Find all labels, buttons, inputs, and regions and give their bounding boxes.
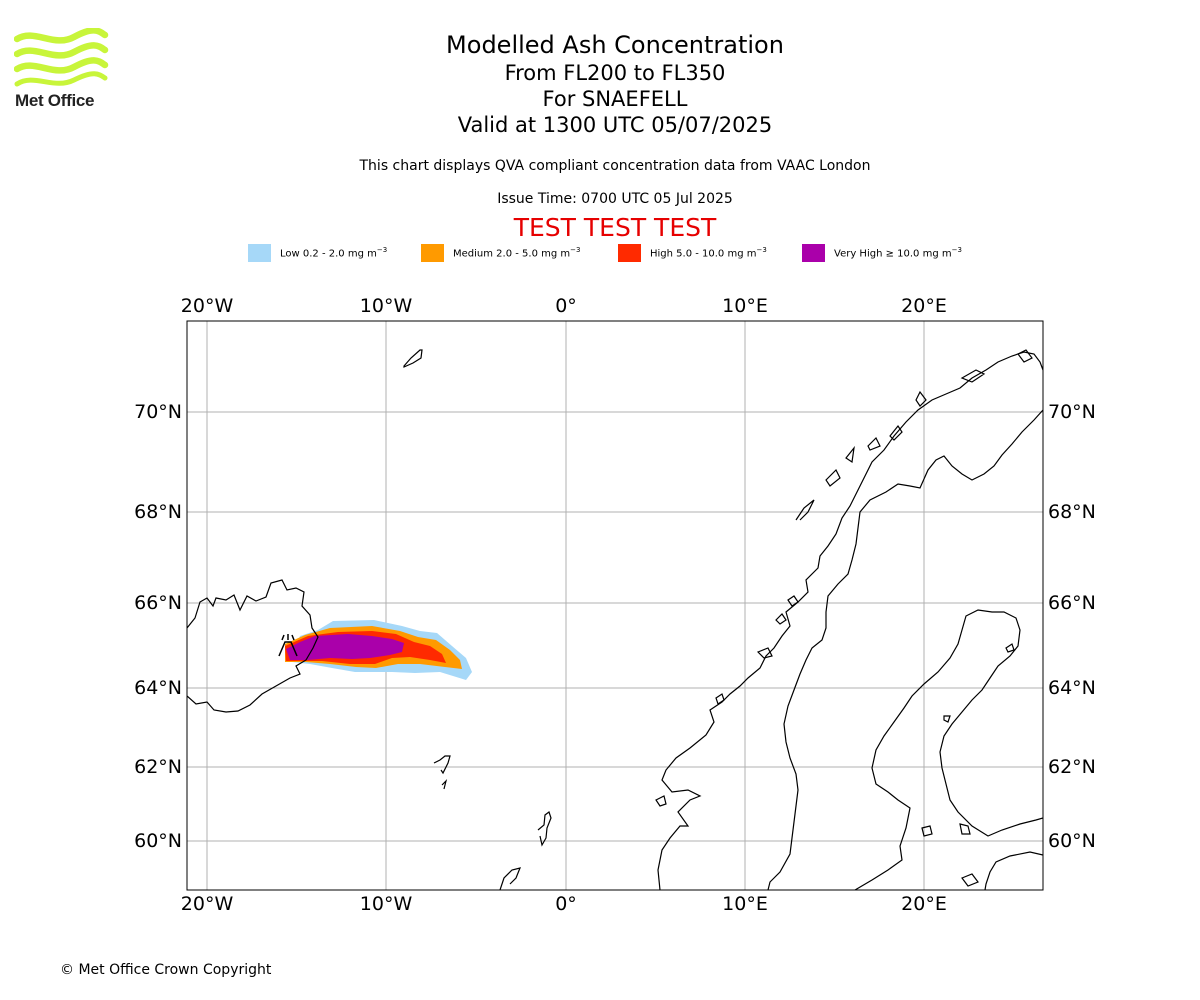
lat-label-left-68n: 68°N <box>134 501 182 523</box>
met-office-logo <box>14 28 109 87</box>
lon-label-top-20e: 20°E <box>901 295 947 317</box>
lon-label-bottom-20w: 20°W <box>181 893 234 915</box>
legend-swatch-medium <box>421 244 444 262</box>
volcano-name: For SNAEFELL <box>542 87 688 111</box>
coastline-baltic-south <box>984 851 1043 890</box>
valid-time: Valid at 1300 UTC 05/07/2025 <box>457 113 773 137</box>
issue-time: Issue Time: 0700 UTC 05 Jul 2025 <box>497 191 733 207</box>
coastline-shetland <box>537 811 552 847</box>
lon-label-top-20w: 20°W <box>181 295 234 317</box>
legend-swatch-low <box>248 244 271 262</box>
coastline-scandinavia-inland <box>767 409 1043 890</box>
coastline-norway-islands <box>655 349 1033 887</box>
lat-label-right-64n: 64°N <box>1048 677 1096 699</box>
lon-labels-bottom: 20°W 10°W 0° 10°E 20°E <box>181 893 947 915</box>
legend-swatch-very-high <box>802 244 825 262</box>
lon-labels-top: 20°W 10°W 0° 10°E 20°E <box>181 295 947 317</box>
legend-label-low: Low 0.2 - 2.0 mg m−3 <box>280 246 388 260</box>
chart-description: This chart displays QVA compliant concen… <box>359 158 871 174</box>
legend-label-high: High 5.0 - 10.0 mg m−3 <box>650 246 767 260</box>
legend-item-medium: Medium 2.0 - 5.0 mg m−3 <box>421 244 580 262</box>
lat-labels-right: 70°N 68°N 66°N 64°N 62°N 60°N <box>1048 401 1096 852</box>
lat-labels-left: 70°N 68°N 66°N 64°N 62°N 60°N <box>134 401 182 852</box>
lat-label-right-70n: 70°N <box>1048 401 1096 423</box>
graticule <box>187 321 1043 890</box>
lon-label-bottom-10e: 10°E <box>722 893 768 915</box>
legend-label-medium: Medium 2.0 - 5.0 mg m−3 <box>453 246 581 260</box>
ash-plume <box>285 620 472 680</box>
legend-swatch-high <box>618 244 641 262</box>
flight-level-range: From FL200 to FL350 <box>504 61 726 85</box>
lon-label-bottom-10w: 10°W <box>360 893 413 915</box>
lat-label-left-62n: 62°N <box>134 756 182 778</box>
logo-text: Met Office <box>15 91 95 110</box>
coastline-norway <box>657 351 1043 890</box>
lon-label-top-10e: 10°E <box>722 295 768 317</box>
legend-item-high: High 5.0 - 10.0 mg m−3 <box>618 244 767 262</box>
coastline-jan-mayen <box>403 349 423 368</box>
legend-item-very-high: Very High ≥ 10.0 mg m−3 <box>802 244 962 262</box>
lat-label-right-68n: 68°N <box>1048 501 1096 523</box>
lat-label-left-64n: 64°N <box>134 677 182 699</box>
lat-label-right-60n: 60°N <box>1048 830 1096 852</box>
lat-label-right-62n: 62°N <box>1048 756 1096 778</box>
map-frame <box>186 320 1044 891</box>
coastlines <box>187 349 1043 890</box>
test-banner: TEST TEST TEST <box>513 213 717 242</box>
coastline-scotland-north <box>499 867 521 890</box>
lon-label-bottom-20e: 20°E <box>901 893 947 915</box>
legend-item-low: Low 0.2 - 2.0 mg m−3 <box>248 244 387 262</box>
coastline-faroe <box>433 755 451 790</box>
lat-label-left-66n: 66°N <box>134 592 182 614</box>
volcano-icon <box>278 634 298 657</box>
coastline-sweden-east <box>854 609 1043 890</box>
lon-label-top-10w: 10°W <box>360 295 413 317</box>
ash-zone-very-high <box>286 634 404 660</box>
legend-label-very-high: Very High ≥ 10.0 mg m−3 <box>834 246 962 260</box>
copyright-notice: © Met Office Crown Copyright <box>60 962 272 978</box>
concentration-legend: Low 0.2 - 2.0 mg m−3 Medium 2.0 - 5.0 mg… <box>0 244 1200 264</box>
coastline-iceland <box>187 579 319 713</box>
chart-title: Modelled Ash Concentration <box>446 31 784 59</box>
lon-label-top-0: 0° <box>555 295 577 317</box>
lon-label-bottom-0: 0° <box>555 893 577 915</box>
lat-label-left-60n: 60°N <box>134 830 182 852</box>
lat-label-right-66n: 66°N <box>1048 592 1096 614</box>
lat-label-left-70n: 70°N <box>134 401 182 423</box>
chart-title-block: Modelled Ash Concentration From FL200 to… <box>315 30 915 138</box>
